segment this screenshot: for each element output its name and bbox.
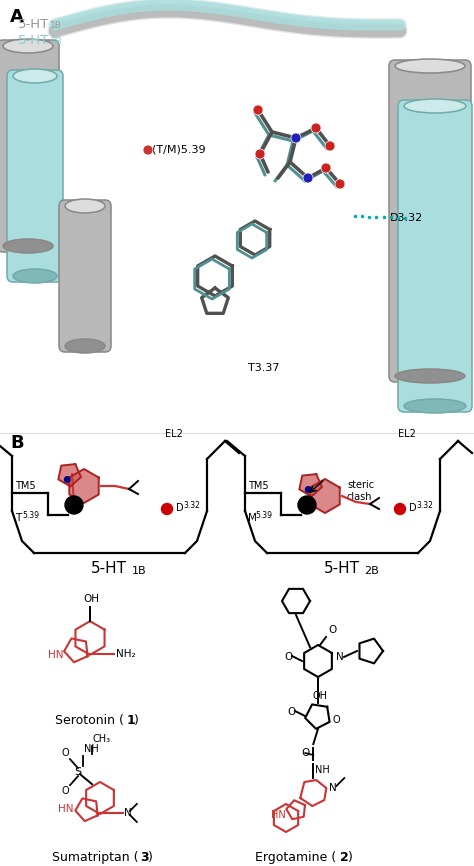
- Text: EL2: EL2: [398, 429, 416, 439]
- FancyBboxPatch shape: [59, 200, 111, 352]
- Text: S: S: [74, 767, 82, 777]
- Circle shape: [298, 496, 316, 514]
- Circle shape: [321, 163, 331, 173]
- Text: D3.32: D3.32: [390, 213, 423, 223]
- Circle shape: [394, 503, 405, 514]
- Text: 3.32: 3.32: [416, 501, 433, 510]
- Text: 5.39: 5.39: [22, 511, 39, 520]
- Circle shape: [325, 141, 335, 151]
- Text: Ergotamine (: Ergotamine (: [255, 851, 336, 864]
- Text: OH: OH: [312, 691, 328, 701]
- Circle shape: [291, 133, 301, 143]
- Ellipse shape: [65, 199, 105, 213]
- Text: ): ): [148, 851, 153, 864]
- Text: 2B: 2B: [50, 37, 62, 46]
- Text: N: N: [124, 808, 132, 818]
- Text: steric
clash: steric clash: [347, 481, 374, 501]
- Text: O: O: [287, 707, 295, 717]
- Text: HN: HN: [58, 805, 73, 814]
- Circle shape: [303, 173, 313, 183]
- FancyBboxPatch shape: [398, 100, 472, 412]
- Ellipse shape: [13, 269, 57, 283]
- Text: 3.32: 3.32: [183, 501, 200, 510]
- Polygon shape: [58, 464, 81, 487]
- Text: O: O: [328, 625, 336, 635]
- Circle shape: [162, 503, 173, 514]
- Circle shape: [305, 486, 312, 493]
- Text: 5-HT: 5-HT: [18, 18, 49, 31]
- Text: 1: 1: [127, 714, 136, 727]
- Text: 2: 2: [340, 851, 349, 864]
- Circle shape: [335, 179, 345, 189]
- Polygon shape: [310, 479, 340, 513]
- Text: TM5: TM5: [248, 481, 269, 491]
- Text: O: O: [61, 786, 69, 796]
- Text: D: D: [409, 503, 417, 513]
- FancyBboxPatch shape: [0, 40, 59, 252]
- Text: OH: OH: [83, 594, 99, 604]
- Ellipse shape: [3, 239, 53, 253]
- Text: M: M: [248, 513, 257, 523]
- Ellipse shape: [395, 59, 465, 73]
- Circle shape: [143, 145, 153, 155]
- Text: NH₂: NH₂: [116, 649, 136, 659]
- Text: 5-HT: 5-HT: [18, 34, 49, 47]
- Circle shape: [311, 123, 321, 133]
- Circle shape: [64, 476, 71, 483]
- Text: Serotonin (: Serotonin (: [55, 714, 124, 727]
- Circle shape: [65, 496, 83, 514]
- Text: O: O: [333, 715, 341, 725]
- Ellipse shape: [13, 69, 57, 83]
- Text: HN: HN: [271, 810, 285, 820]
- Text: TM5: TM5: [15, 481, 36, 491]
- Text: HN: HN: [48, 650, 63, 660]
- Text: O: O: [61, 748, 69, 758]
- Text: 2B: 2B: [365, 566, 379, 576]
- Ellipse shape: [65, 339, 105, 353]
- Ellipse shape: [404, 99, 466, 113]
- Text: 3: 3: [140, 851, 149, 864]
- Text: 1B: 1B: [50, 21, 62, 30]
- Circle shape: [253, 105, 263, 115]
- Text: NH: NH: [84, 744, 99, 754]
- Ellipse shape: [3, 39, 53, 53]
- Text: 5.39: 5.39: [255, 511, 273, 520]
- Text: ): ): [348, 851, 353, 864]
- Text: A: A: [10, 8, 24, 26]
- Polygon shape: [299, 474, 322, 496]
- Circle shape: [255, 149, 265, 159]
- FancyBboxPatch shape: [389, 60, 471, 382]
- Text: T: T: [15, 513, 21, 523]
- Polygon shape: [69, 469, 99, 503]
- Text: (T/M)5.39: (T/M)5.39: [152, 145, 206, 155]
- Text: CH₃: CH₃: [93, 734, 111, 744]
- Text: B: B: [10, 434, 24, 452]
- Text: 5-HT: 5-HT: [324, 561, 360, 576]
- Text: N: N: [329, 783, 337, 793]
- Text: O: O: [301, 748, 310, 758]
- Text: D: D: [176, 503, 183, 513]
- Text: 5-HT: 5-HT: [91, 561, 127, 576]
- Text: ): ): [134, 714, 139, 727]
- Text: Sumatriptan (: Sumatriptan (: [52, 851, 138, 864]
- Ellipse shape: [395, 369, 465, 383]
- Text: EL2: EL2: [165, 429, 183, 439]
- Text: T3.37: T3.37: [248, 363, 280, 373]
- Text: 1B: 1B: [132, 566, 146, 576]
- Text: N: N: [336, 652, 344, 662]
- Text: O: O: [284, 652, 292, 662]
- FancyBboxPatch shape: [7, 70, 63, 282]
- Text: NH: NH: [315, 765, 330, 775]
- Ellipse shape: [404, 399, 466, 413]
